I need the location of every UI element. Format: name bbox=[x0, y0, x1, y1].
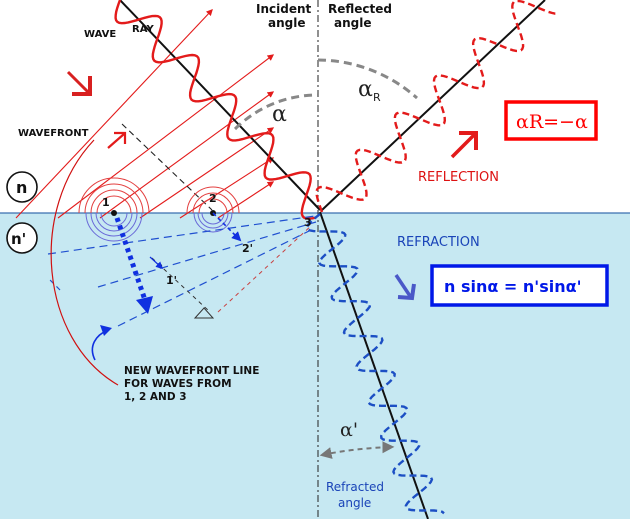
new-wavefront-line-3: 1, 2 AND 3 bbox=[124, 391, 187, 403]
refracted-direction-arrow bbox=[114, 217, 149, 304]
wavelets-upper-2 bbox=[186, 186, 240, 214]
label-refracted-2: angle bbox=[338, 496, 371, 510]
wavefront-helper-2 bbox=[212, 212, 242, 242]
label-incident-2: angle bbox=[268, 16, 305, 30]
wavelets-upper-1 bbox=[78, 177, 150, 214]
triangle-marker bbox=[193, 307, 215, 319]
wavelets-lower-1 bbox=[85, 212, 143, 242]
wavefront-arrow-icon bbox=[107, 131, 127, 149]
incident-rays bbox=[15, 9, 275, 219]
medium-n-prime-region bbox=[0, 213, 630, 519]
label-incident-1: Incident bbox=[256, 2, 312, 16]
refracted-wave bbox=[305, 213, 445, 515]
label-alpha-r: α bbox=[358, 77, 373, 102]
label-alpha-prime: α' bbox=[340, 419, 358, 441]
label-point-3: 3 bbox=[304, 216, 312, 229]
refracted-direction-arrow-head bbox=[136, 296, 153, 314]
label-point-2: 2 bbox=[209, 192, 217, 205]
new-wavefront-line-2: FOR WAVES FROM bbox=[124, 378, 232, 390]
label-ray: RAY bbox=[132, 24, 154, 35]
new-wavefront-pointer-head bbox=[100, 325, 112, 336]
snell-law-box bbox=[430, 264, 609, 307]
direction-arrow-refraction-icon bbox=[394, 274, 416, 301]
label-refraction: REFRACTION bbox=[397, 235, 480, 250]
incident-wavefront-dash bbox=[121, 123, 213, 211]
label-point-2p: 2' bbox=[242, 242, 253, 255]
reflection-law-text: αR=−α bbox=[516, 111, 588, 133]
incident-angle-arc bbox=[233, 93, 319, 131]
label-n-prime: n' bbox=[11, 230, 26, 248]
direction-arrow-incident-icon bbox=[66, 70, 92, 96]
label-point-1: 1 bbox=[102, 196, 110, 209]
label-wavefront: WAVEFRONT bbox=[18, 128, 89, 139]
label-alpha-r-sub: R bbox=[373, 91, 381, 104]
wavefront-helper-red-2 bbox=[47, 277, 61, 291]
label-reflected-2: angle bbox=[334, 16, 371, 30]
label-wave: WAVE bbox=[84, 29, 116, 40]
refracted-angle-arrow bbox=[319, 441, 395, 459]
reflected-wave bbox=[315, 0, 558, 213]
point-1-dot bbox=[111, 210, 117, 216]
wavefront-helper-dash bbox=[151, 257, 211, 313]
reflection-law-box bbox=[504, 100, 598, 141]
new-wavefront-line-1: NEW WAVEFRONT LINE bbox=[124, 365, 259, 377]
label-reflection: REFLECTION bbox=[418, 170, 499, 185]
medium-n-circle bbox=[6, 171, 38, 203]
label-refracted-1: Refracted bbox=[326, 480, 384, 494]
reflected-angle-arc bbox=[317, 58, 418, 100]
label-reflected-1: Reflected bbox=[328, 2, 392, 16]
snell-law-text: n sinα = n'sinα' bbox=[444, 277, 581, 296]
incident-wave bbox=[114, 0, 317, 220]
wavefront-helper-red bbox=[217, 224, 313, 313]
medium-n-prime-circle bbox=[6, 222, 38, 254]
label-point-1p: 1' bbox=[166, 274, 177, 287]
refracted-wavefronts bbox=[47, 215, 317, 327]
label-alpha: α bbox=[272, 102, 287, 127]
wavefront-curve bbox=[50, 139, 119, 386]
direction-arrow-reflection-icon bbox=[450, 131, 478, 159]
wavefront-helper-1p-arrow bbox=[149, 256, 164, 269]
label-n: n bbox=[16, 178, 27, 197]
wavelets-lower-2 bbox=[193, 212, 233, 233]
